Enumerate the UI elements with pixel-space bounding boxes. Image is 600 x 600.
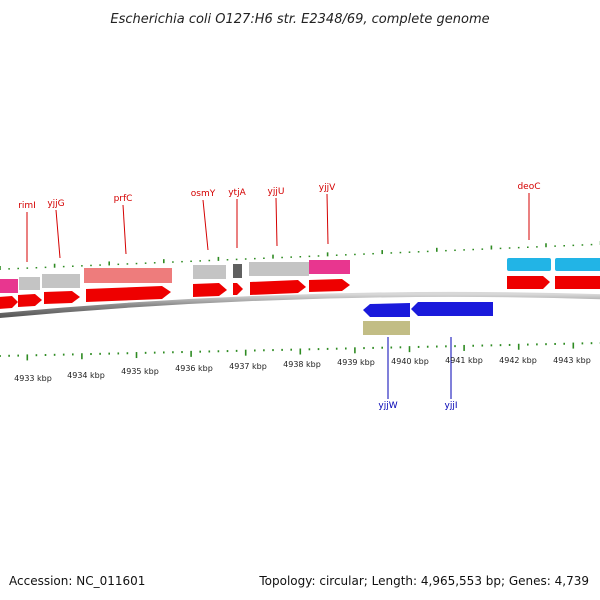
cds-arrow-forward (193, 283, 227, 297)
gene-feature-gray (19, 277, 40, 290)
genome-summary-text: Topology: circular; Length: 4,965,553 bp… (259, 574, 589, 588)
gene-label-leader (326, 193, 329, 245)
gene-feature-pink-left (0, 279, 18, 293)
scale-label-4940: 4940 kbp (391, 357, 429, 366)
scale-label-4933: 4933 kbp (14, 374, 52, 383)
cds-arrow-forward (250, 280, 306, 295)
gene-feature-gray (42, 274, 80, 288)
scale-label-4936: 4936 kbp (175, 364, 213, 373)
accession-text: Accession: NC_011601 (9, 574, 146, 588)
cds-arrow-forward (309, 279, 350, 292)
cds-arrow-reverse-yjjW (363, 303, 410, 317)
gene-feature-olive (363, 321, 410, 335)
inner-tick-row (0, 341, 600, 361)
gene-label-leader (202, 199, 209, 251)
gene-feature-yjjV-pink (309, 260, 350, 274)
cds-arrow-forward (86, 286, 171, 302)
gene-label-yjjW: yjjW (378, 401, 397, 411)
scale-label-4943: 4943 kbp (553, 356, 591, 365)
scale-label-4937: 4937 kbp (229, 362, 267, 371)
gene-feature-ytjA-dark (233, 264, 242, 278)
forward-cds-row (0, 276, 600, 309)
outer-tick-row (0, 240, 600, 270)
gene-label-leader (55, 209, 61, 259)
gene-label-leader (122, 204, 127, 255)
gene-label-yjjG: yjjG (47, 199, 64, 209)
gene-label-yjjV: yjjV (319, 183, 336, 193)
gene-feature-cyan (555, 258, 600, 271)
gene-label-deoC: deoC (517, 182, 540, 192)
map-title: Escherichia coli O127:H6 str. E2348/69, … (110, 12, 489, 27)
gene-feature-prfC-salmon (84, 268, 172, 283)
scale-label-4942: 4942 kbp (499, 356, 537, 365)
gene-feature-yjjU-gray (249, 262, 309, 276)
gene-label-leaders (26, 193, 530, 399)
gene-label-ytjA: ytjA (228, 188, 246, 198)
cds-arrow-forward (233, 283, 243, 295)
gene-label-leader (275, 197, 278, 247)
cds-arrow-forward (555, 276, 600, 289)
gene-label-yjjU: yjjU (268, 187, 285, 197)
reverse-cds-row (363, 302, 493, 317)
gene-label-osmY: osmY (191, 189, 216, 199)
cds-arrow-reverse-yjjI (411, 302, 493, 316)
scale-label-4941: 4941 kbp (445, 356, 483, 365)
cds-arrow-forward (44, 291, 80, 304)
scale-label-4935: 4935 kbp (121, 367, 159, 376)
cds-arrow-forward (18, 294, 42, 307)
cds-arrow-forward (0, 296, 18, 309)
scale-label-4934: 4934 kbp (67, 371, 105, 380)
gene-feature-osmY-gray (193, 265, 226, 279)
gene-feature-deoC-cyan (507, 258, 551, 271)
scale-label-4939: 4939 kbp (337, 358, 375, 367)
genome-backbone (0, 291, 600, 319)
gene-label-yjjI: yjjI (445, 401, 458, 411)
gene-label-prfC: prfC (114, 194, 133, 204)
gene-label-rimI: rimI (18, 201, 36, 211)
cds-arrow-forward (507, 276, 550, 289)
scale-label-4938: 4938 kbp (283, 360, 321, 369)
